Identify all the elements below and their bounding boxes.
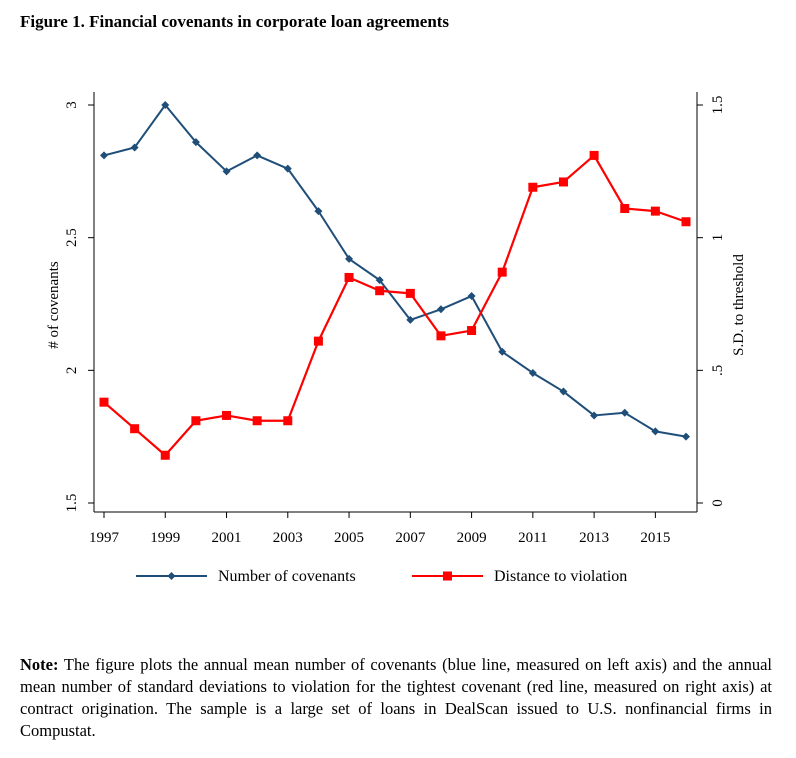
- x-tick-label: 2015: [640, 530, 670, 546]
- data-point: [283, 164, 292, 173]
- x-tick-label: 2005: [334, 530, 364, 546]
- data-point: [222, 410, 232, 420]
- x-tick-label: 1997: [89, 530, 120, 546]
- data-point: [313, 336, 323, 346]
- data-point: [406, 315, 415, 324]
- chart-legend: Number of covenants Distance to violation: [136, 568, 627, 585]
- left-axis-label: # of covenants: [46, 261, 62, 349]
- legend-swatch-marker: [167, 572, 176, 580]
- data-point: [528, 368, 537, 377]
- data-point: [589, 150, 599, 160]
- data-point: [375, 276, 384, 285]
- note-text: The figure plots the annual mean number …: [20, 655, 772, 740]
- series-line: [103, 104, 687, 438]
- legend-item: Number of covenants: [136, 568, 356, 585]
- data-point: [467, 292, 476, 301]
- x-tick-label: 2003: [273, 530, 303, 546]
- chart-axes: 1997 1999 2001 2003 2005 2007 2009 2011 2013 2015…: [46, 92, 747, 546]
- data-point: [620, 203, 630, 213]
- data-point: [222, 167, 231, 176]
- data-point: [528, 182, 538, 192]
- figure-note: Note: The figure plots the annual mean n…: [20, 654, 772, 742]
- x-tick-label: 2011: [518, 530, 547, 546]
- legend-item: Distance to violation: [412, 568, 627, 585]
- right-tick-label: 1.5: [710, 96, 726, 115]
- data-point: [160, 450, 170, 460]
- left-tick-label: 2.5: [64, 228, 80, 247]
- right-tick-label: 1: [710, 234, 726, 242]
- data-point: [558, 177, 568, 187]
- x-tick-label: 2009: [457, 530, 487, 546]
- note-label: Note:: [20, 655, 59, 674]
- data-point: [130, 143, 139, 152]
- legend-label: Number of covenants: [218, 568, 356, 585]
- data-point: [497, 267, 507, 277]
- data-point: [620, 408, 629, 417]
- data-point: [681, 217, 691, 227]
- left-tick-label: 2: [64, 367, 80, 375]
- data-point: [375, 286, 385, 296]
- data-point: [191, 416, 201, 426]
- data-point: [650, 206, 660, 216]
- data-point: [559, 387, 568, 396]
- series-2: [99, 150, 691, 460]
- line-chart: 1997 1999 2001 2003 2005 2007 2009 2011 2013 2015…: [46, 92, 747, 585]
- figure-title: Figure 1. Financial covenants in corpora…: [20, 12, 450, 31]
- data-point: [436, 305, 445, 314]
- series-1: [100, 101, 690, 441]
- data-point: [436, 331, 446, 341]
- left-tick-label: 3: [64, 101, 80, 109]
- x-tick-label: 2013: [579, 530, 609, 546]
- data-point: [161, 101, 170, 109]
- data-point: [283, 416, 293, 426]
- right-axis-label: S.D. to threshold: [731, 254, 747, 356]
- legend-label: Distance to violation: [494, 568, 627, 585]
- x-tick-label: 1999: [150, 530, 180, 546]
- data-point: [252, 416, 262, 426]
- data-point: [191, 138, 200, 147]
- series-line: [103, 154, 687, 457]
- chart-series: [99, 101, 691, 460]
- right-tick-label: .5: [710, 365, 726, 376]
- data-point: [344, 272, 354, 282]
- data-point: [130, 424, 140, 434]
- x-tick-label: 2001: [212, 530, 242, 546]
- data-point: [100, 151, 108, 160]
- data-point: [467, 326, 477, 336]
- data-point: [590, 411, 599, 420]
- data-point: [345, 254, 354, 263]
- data-point: [651, 427, 660, 436]
- x-tick-label: 2007: [395, 530, 426, 546]
- data-point: [405, 288, 415, 298]
- data-point: [498, 347, 507, 356]
- data-point: [253, 151, 262, 160]
- legend-swatch-marker: [443, 571, 452, 581]
- left-tick-label: 1.5: [64, 494, 80, 513]
- right-tick-label: 0: [710, 499, 726, 507]
- data-point: [682, 432, 690, 441]
- data-point: [314, 207, 323, 216]
- data-point: [99, 397, 109, 407]
